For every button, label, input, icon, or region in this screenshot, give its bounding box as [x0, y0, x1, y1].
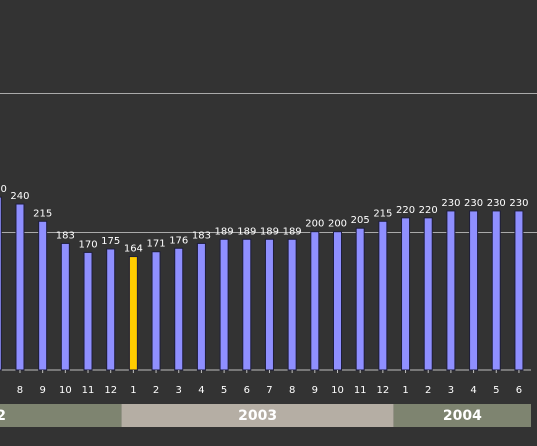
x-tick-label: 9	[39, 385, 45, 396]
value-label: 250	[0, 184, 7, 195]
x-tick-label: 4	[470, 385, 476, 396]
bar	[401, 217, 411, 371]
x-tick-label: 12	[104, 385, 117, 396]
value-label: 189	[237, 226, 256, 237]
bar	[60, 242, 70, 371]
bar	[333, 231, 342, 371]
bar	[264, 238, 274, 371]
year-band	[121, 404, 394, 427]
year-band	[393, 404, 531, 427]
value-label: 200	[305, 219, 324, 230]
bar	[446, 210, 456, 371]
bar	[469, 210, 479, 371]
x-tick-label: 10	[331, 385, 344, 396]
bar	[38, 220, 48, 371]
x-tick-label: 12	[376, 385, 389, 396]
x-tick-label: 4	[198, 385, 204, 396]
year-label: 2002	[0, 408, 6, 424]
value-label: 215	[33, 208, 52, 219]
bar	[0, 196, 2, 371]
bar	[378, 220, 388, 371]
value-label: 170	[78, 239, 97, 250]
bar	[219, 238, 229, 371]
year-label: 2004	[443, 408, 482, 424]
value-label: 189	[215, 226, 234, 237]
x-tick-label: 8	[17, 385, 23, 396]
x-tick-label: 5	[221, 385, 227, 396]
x-tick-label: 11	[82, 385, 95, 396]
value-label: 175	[101, 236, 120, 247]
value-label: 183	[56, 230, 75, 241]
value-label: 230	[441, 198, 460, 209]
value-label: 171	[147, 239, 166, 250]
bar	[15, 203, 25, 371]
x-tick-label: 5	[493, 385, 499, 396]
value-label: 183	[192, 230, 211, 241]
value-label: 230	[509, 198, 528, 209]
value-label: 189	[260, 226, 279, 237]
x-tick-label: 6	[244, 385, 250, 396]
value-label: 230	[487, 198, 506, 209]
bar	[491, 210, 501, 371]
x-tick-label: 10	[59, 385, 72, 396]
year-label: 2003	[238, 408, 277, 424]
bar	[128, 256, 138, 371]
x-tick-label: 1	[130, 385, 136, 396]
year-band	[0, 404, 122, 427]
bar	[83, 251, 93, 371]
bar	[174, 247, 184, 371]
x-tick-label: 3	[176, 385, 182, 396]
bar	[242, 238, 252, 371]
x-tick-label: 6	[516, 385, 522, 396]
bar	[514, 210, 524, 371]
value-label: 220	[419, 205, 438, 216]
x-tick-label: 11	[354, 385, 367, 396]
value-label: 230	[464, 198, 483, 209]
x-tick-label: 7	[266, 385, 272, 396]
value-label: 200	[328, 219, 347, 230]
value-label: 205	[351, 215, 370, 226]
bar	[151, 251, 161, 371]
bar	[106, 248, 116, 371]
x-tick-label: 8	[289, 385, 295, 396]
x-tick-label: 9	[312, 385, 318, 396]
value-label: 164	[124, 244, 143, 255]
value-label: 220	[396, 205, 415, 216]
value-label: 240	[10, 191, 29, 202]
bar	[310, 231, 320, 371]
value-label: 215	[373, 208, 392, 219]
x-tick-label: 2	[425, 385, 431, 396]
x-tick-label: 3	[448, 385, 454, 396]
value-label: 176	[169, 235, 188, 246]
x-tick-label: 2	[153, 385, 159, 396]
value-label: 189	[283, 226, 302, 237]
bar	[287, 238, 297, 371]
bar	[423, 217, 433, 371]
x-tick-label: 1	[402, 385, 408, 396]
bar	[355, 227, 365, 371]
bar	[196, 242, 206, 371]
